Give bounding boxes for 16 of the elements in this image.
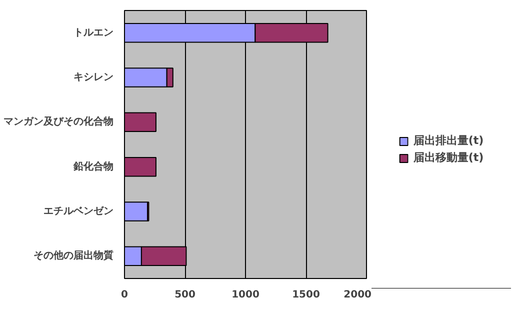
bar: [124, 202, 148, 222]
y-tick-label: トルエン: [74, 27, 114, 38]
y-tick-label: キシレン: [74, 72, 114, 83]
bar: [124, 112, 156, 132]
x-tick-label: 2000: [344, 290, 372, 300]
y-tick-label: その他の届出物質: [34, 250, 114, 262]
y-tick-label: エチルベンゼン: [44, 206, 114, 217]
x-tick-label: 0: [121, 290, 128, 300]
x-tick-label: 1000: [232, 290, 260, 300]
x-tick-label: 500: [174, 290, 196, 300]
y-tick-label: マンガン及びその化合物: [4, 116, 114, 128]
bar: [124, 156, 156, 177]
legend-label: 届出移動量(t): [413, 150, 484, 165]
legend-label: 届出排出量(t): [413, 133, 484, 148]
x-tick-label: 1500: [292, 290, 320, 300]
y-tick-label: 鉛化合物: [72, 160, 114, 172]
